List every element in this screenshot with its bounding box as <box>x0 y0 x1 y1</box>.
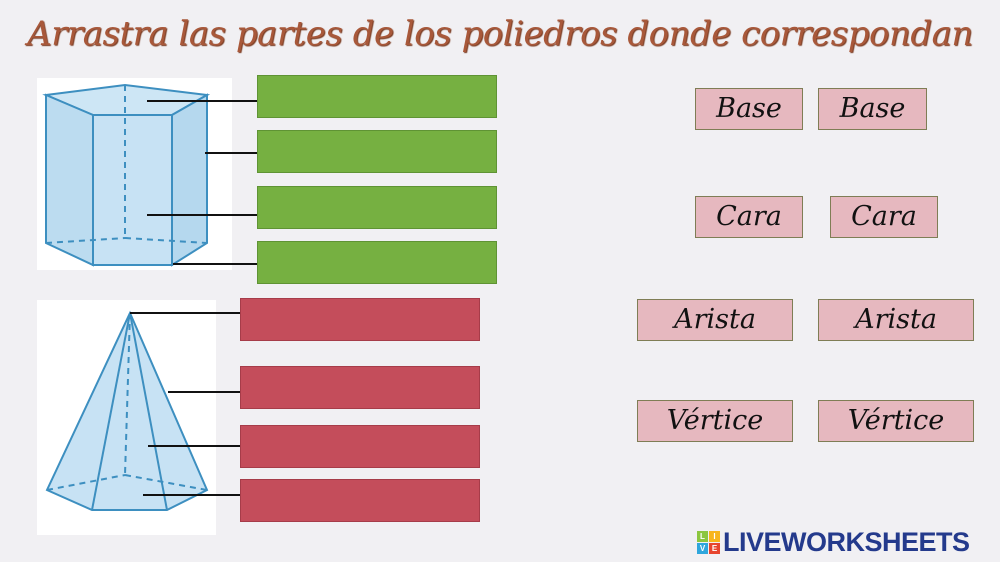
logo-letter: L <box>697 531 708 542</box>
connector-line <box>147 214 257 216</box>
logo-text: LIVEWORKSHEETS <box>723 527 970 557</box>
pyramid-drop-zone-4[interactable] <box>240 479 480 522</box>
drag-tag-cara[interactable]: Cara <box>695 196 803 238</box>
connector-line <box>173 263 257 265</box>
pyramid-drop-zone-1[interactable] <box>240 298 480 341</box>
prism-drop-zone-4[interactable] <box>257 241 497 284</box>
drag-tag-arista[interactable]: Arista <box>637 299 793 341</box>
drag-tag-base[interactable]: Base <box>818 88 927 130</box>
prism-drop-zone-3[interactable] <box>257 186 497 229</box>
drag-tag-cara[interactable]: Cara <box>830 196 938 238</box>
drag-tag-vertice[interactable]: Vértice <box>637 400 793 442</box>
connector-line <box>168 391 240 393</box>
pyramid-drop-zone-2[interactable] <box>240 366 480 409</box>
liveworksheets-logo: L I V E LIVEWORKSHEETS <box>697 527 970 558</box>
connector-line <box>205 152 257 154</box>
drag-tag-arista[interactable]: Arista <box>818 299 974 341</box>
logo-letter: I <box>709 531 720 542</box>
connector-line <box>143 494 240 496</box>
drag-tag-base[interactable]: Base <box>695 88 803 130</box>
pyramid-drop-zone-3[interactable] <box>240 425 480 468</box>
drag-tag-vertice[interactable]: Vértice <box>818 400 974 442</box>
page-title: Arrastra las partes de los poliedros don… <box>27 14 973 54</box>
logo-cube-icon: L I V E <box>697 531 720 554</box>
connector-line <box>148 445 240 447</box>
connector-line <box>147 100 257 102</box>
prism-drop-zone-1[interactable] <box>257 75 497 118</box>
connector-line <box>130 312 240 314</box>
pentagonal-prism-image <box>37 78 232 270</box>
logo-letter: E <box>709 543 720 554</box>
logo-letter: V <box>697 543 708 554</box>
pentagonal-pyramid-image <box>37 300 216 535</box>
prism-drop-zone-2[interactable] <box>257 130 497 173</box>
